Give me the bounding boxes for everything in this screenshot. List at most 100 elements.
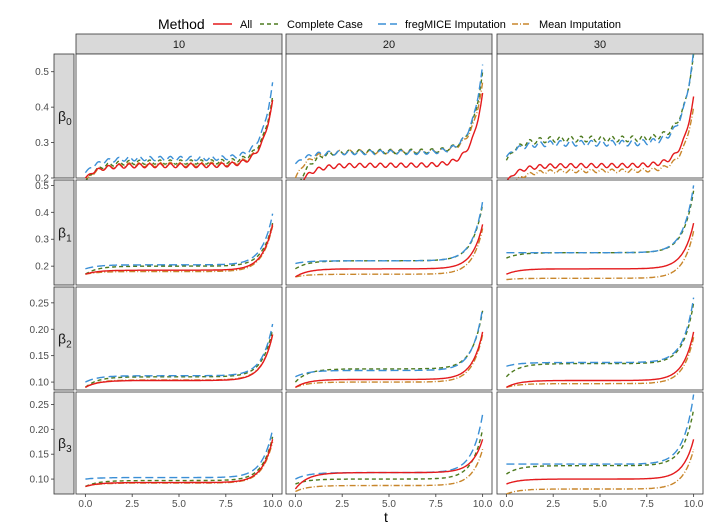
- x-tick-label-0-2: 5.0: [172, 499, 186, 510]
- series-all-line: [294, 92, 484, 193]
- series-fregmice-imputation-line: [295, 414, 484, 480]
- x-tick-label-2-4: 10.0: [684, 499, 704, 510]
- series-fregmice-imputation-line: [85, 213, 274, 270]
- y-tick-label-2-3: 0.25: [30, 298, 50, 309]
- series-mean-imputation-line: [506, 337, 695, 389]
- series-fregmice-imputation-line: [295, 201, 484, 265]
- legend-label-complete-case: Complete Case: [287, 19, 363, 31]
- series-fregmice-imputation-line: [505, 50, 695, 158]
- y-tick-label-3-0: 0.10: [30, 475, 50, 486]
- panel-2-0: [75, 286, 283, 391]
- series-mean-imputation-line: [85, 225, 274, 275]
- panel-2-1: [285, 286, 493, 391]
- strip-col-label-10: 10: [173, 39, 185, 51]
- x-tick-label-0-1: 2.5: [125, 499, 139, 510]
- series-mean-imputation-line: [295, 334, 484, 389]
- series-all-line: [506, 222, 695, 275]
- series-all-line: [295, 224, 484, 278]
- panel-0-1: [285, 53, 493, 196]
- y-tick-label-0-2: 0.4: [35, 103, 49, 114]
- y-tick-label-1-0: 0.2: [35, 262, 49, 273]
- legend-item-complete-case: Complete Case: [260, 19, 363, 31]
- series-complete-case-line: [85, 436, 274, 488]
- panel-border: [496, 179, 704, 286]
- y-tick-label-2-2: 0.20: [30, 325, 50, 336]
- panel-border: [496, 286, 704, 391]
- x-tick-label-1-0: 0.0: [288, 499, 302, 510]
- x-tick-label-2-1: 2.5: [546, 499, 560, 510]
- series-all-line: [84, 99, 274, 179]
- panel-3-0: [75, 391, 283, 495]
- panel-border: [75, 179, 283, 286]
- panel-1-2: [496, 179, 704, 286]
- x-tick-label-0-0: 0.0: [78, 499, 92, 510]
- series-mean-imputation-line: [506, 231, 695, 281]
- series-fregmice-imputation-line: [84, 82, 274, 174]
- x-tick-label-2-0: 0.0: [499, 499, 513, 510]
- series-mean-imputation-line: [295, 228, 484, 278]
- series-all-line: [506, 331, 695, 389]
- panel-3-1: [285, 391, 493, 495]
- series-all-line: [85, 334, 274, 389]
- strip-row-2: [53, 286, 75, 391]
- panel-border: [496, 53, 704, 179]
- legend-label-all: All: [240, 19, 252, 31]
- series-fregmice-imputation-line: [506, 185, 695, 254]
- legend-label-fregmice: fregMICE Imputation: [405, 19, 506, 31]
- x-axis-title: t: [384, 509, 388, 525]
- x-tick-label-0-3: 7.5: [219, 499, 233, 510]
- series-fregmice-imputation-line: [294, 64, 484, 165]
- panel-1-0: [75, 179, 283, 286]
- series-fregmice-imputation-line: [85, 429, 274, 480]
- y-tick-label-3-1: 0.15: [30, 450, 50, 461]
- panel-border: [496, 391, 704, 495]
- series-complete-case-line: [84, 96, 274, 182]
- y-tick-label-1-1: 0.3: [35, 235, 49, 246]
- strip-row-label-3: β3: [58, 435, 72, 455]
- strip-row-0: [53, 53, 75, 179]
- series-fregmice-imputation-line: [85, 323, 274, 383]
- y-tick-label-0-3: 0.5: [35, 67, 49, 78]
- x-tick-label-2-3: 7.5: [640, 499, 654, 510]
- series-all-line: [85, 224, 274, 275]
- strip-row-3: [53, 391, 75, 495]
- strip-col-label-20: 20: [383, 39, 395, 51]
- panel-border: [285, 391, 493, 495]
- y-tick-label-0-0: 0.2: [35, 174, 49, 185]
- panel-border: [75, 53, 283, 179]
- y-tick-label-1-3: 0.5: [35, 181, 49, 192]
- panel-3-2: [496, 391, 704, 495]
- panel-1-1: [285, 179, 493, 286]
- series-complete-case-line: [85, 222, 274, 275]
- x-tick-label-2-2: 5.0: [593, 499, 607, 510]
- panel-2-2: [496, 286, 704, 391]
- series-fregmice-imputation-line: [506, 394, 695, 465]
- y-tick-label-2-1: 0.15: [30, 351, 50, 362]
- legend: Method All Complete Case fregMICE Imputa…: [158, 16, 621, 32]
- strip-row-label-2: β2: [58, 331, 72, 351]
- y-tick-label-1-2: 0.4: [35, 208, 49, 219]
- series-all-line: [505, 96, 695, 182]
- x-tick-label-1-2: 5.0: [382, 499, 396, 510]
- series-mean-imputation-line: [506, 449, 695, 495]
- series-all-line: [506, 439, 695, 485]
- legend-title: Method: [158, 16, 205, 32]
- series-complete-case-line: [506, 409, 695, 475]
- x-tick-label-1-4: 10.0: [473, 499, 493, 510]
- strip-row-label-1: β1: [58, 225, 72, 245]
- y-tick-label-0-1: 0.3: [35, 138, 49, 149]
- series-all-line: [295, 331, 484, 388]
- panel-border: [285, 53, 493, 179]
- x-tick-label-1-1: 2.5: [335, 499, 349, 510]
- y-tick-label-3-3: 0.25: [30, 400, 50, 411]
- x-tick-label-1-3: 7.5: [429, 499, 443, 510]
- series-complete-case-line: [295, 429, 484, 485]
- panel-0-0: [75, 53, 283, 182]
- legend-item-fregmice: fregMICE Imputation: [378, 19, 506, 31]
- series-all-line: [85, 439, 274, 488]
- series-fregmice-imputation-line: [506, 297, 695, 367]
- legend-item-mean-imputation: Mean Imputation: [512, 19, 621, 31]
- legend-label-mean-imputation: Mean Imputation: [539, 19, 621, 31]
- legend-item-all: All: [213, 19, 252, 31]
